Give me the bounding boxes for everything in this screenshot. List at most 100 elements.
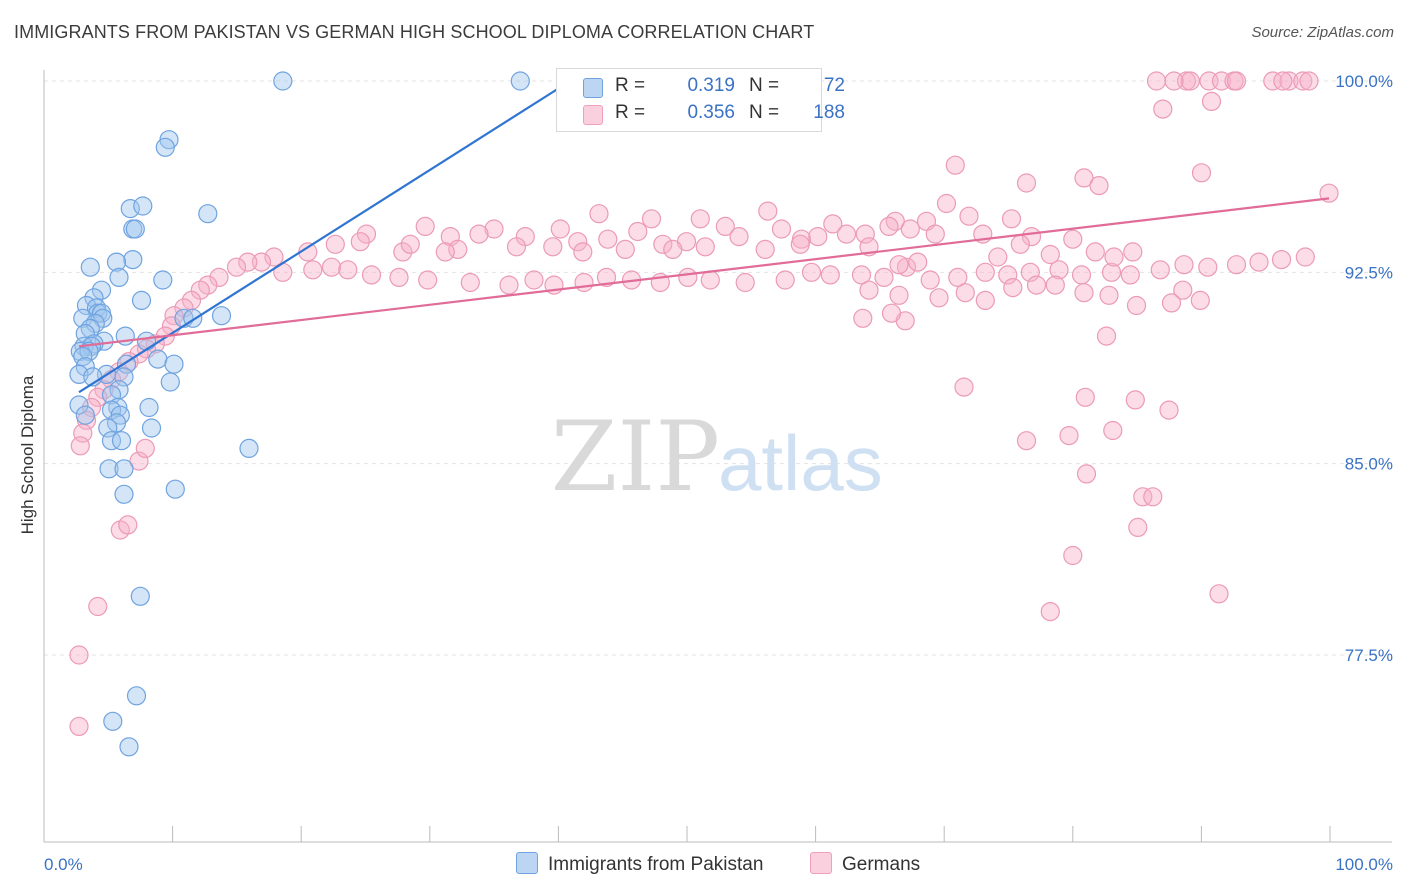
data-point-germans bbox=[1120, 265, 1140, 285]
data-point-germans bbox=[1016, 173, 1037, 193]
data-point-pakistan bbox=[103, 711, 123, 731]
data-point-germans bbox=[755, 239, 775, 259]
data-point-germans bbox=[135, 438, 155, 458]
chart-title: IMMIGRANTS FROM PAKISTAN VS GERMAN HIGH … bbox=[14, 22, 815, 42]
data-point-pakistan bbox=[211, 306, 232, 326]
legend-swatch-blue bbox=[583, 78, 603, 98]
data-point-pakistan bbox=[120, 199, 140, 219]
data-point-germans bbox=[460, 272, 480, 293]
data-point-germans bbox=[859, 280, 879, 300]
legend-n-value: 72 bbox=[823, 75, 845, 96]
data-point-germans bbox=[1146, 71, 1167, 91]
data-point-germans bbox=[70, 436, 90, 456]
data-point-pakistan bbox=[136, 331, 157, 351]
data-point-germans bbox=[1103, 420, 1123, 441]
legend-n-value: 188 bbox=[813, 102, 845, 123]
data-point-germans bbox=[853, 308, 873, 328]
data-point-pakistan bbox=[80, 257, 100, 277]
data-point-germans bbox=[69, 645, 89, 665]
data-point-pakistan bbox=[273, 71, 293, 91]
data-point-germans bbox=[1001, 209, 1022, 229]
stats-legend: R = 0.319 N = 72 R = 0.356 N = 188 bbox=[556, 68, 845, 132]
data-point-germans bbox=[1010, 234, 1030, 254]
data-point-germans bbox=[615, 239, 635, 259]
y-tick-label: 100.0% bbox=[1335, 72, 1393, 91]
data-point-germans bbox=[771, 219, 792, 239]
data-point-pakistan bbox=[73, 308, 93, 328]
data-point-germans bbox=[1143, 487, 1163, 507]
bottom-legend-swatch-blue bbox=[516, 852, 538, 874]
legend-r-value: 0.356 bbox=[687, 102, 735, 123]
data-point-pakistan bbox=[239, 438, 259, 458]
data-point-pakistan bbox=[101, 431, 122, 451]
data-point-germans bbox=[1198, 257, 1218, 277]
data-point-germans bbox=[775, 270, 795, 290]
data-point-pakistan bbox=[126, 686, 147, 706]
data-point-germans bbox=[88, 596, 108, 617]
data-point-germans bbox=[929, 288, 949, 308]
data-point-germans bbox=[1159, 400, 1179, 420]
data-point-germans bbox=[855, 224, 875, 244]
data-point-pakistan bbox=[109, 267, 129, 287]
data-point-germans bbox=[321, 257, 342, 277]
bottom-legend-blue: Immigrants from Pakistan bbox=[516, 852, 763, 876]
data-point-germans bbox=[715, 216, 735, 236]
data-point-pakistan bbox=[141, 418, 162, 438]
data-point-pakistan bbox=[510, 71, 530, 91]
data-point-germans bbox=[1293, 71, 1313, 91]
data-point-germans bbox=[881, 303, 902, 323]
data-point-germans bbox=[975, 290, 995, 310]
data-point-germans bbox=[1063, 545, 1083, 566]
data-point-pakistan bbox=[99, 459, 119, 479]
data-point-germans bbox=[1226, 255, 1247, 275]
bottom-legend-swatch-pink bbox=[810, 852, 832, 874]
data-point-germans bbox=[1150, 260, 1170, 280]
trend-lines bbox=[78, 80, 1330, 394]
legend-n-label: N = bbox=[749, 102, 780, 123]
data-point-germans bbox=[920, 270, 940, 290]
data-point-germans bbox=[1128, 517, 1148, 538]
data-point-germans bbox=[415, 216, 435, 236]
data-point-germans bbox=[959, 206, 979, 226]
data-point-germans bbox=[998, 265, 1018, 285]
data-point-germans bbox=[1101, 262, 1122, 282]
y-tick-label: 77.5% bbox=[1345, 646, 1393, 665]
data-point-germans bbox=[1209, 584, 1229, 604]
data-point-germans bbox=[1063, 229, 1083, 249]
data-point-germans bbox=[1126, 295, 1147, 316]
watermark-zip: ZIP bbox=[551, 401, 720, 513]
gridlines bbox=[44, 80, 1392, 656]
data-point-pakistan bbox=[79, 341, 99, 361]
data-point-germans bbox=[325, 234, 345, 254]
data-point-pakistan bbox=[153, 270, 173, 290]
tick-labels: 77.5% 85.0% 92.5% 100.0% 0.0% 100.0% bbox=[44, 72, 1393, 874]
data-point-pakistan bbox=[119, 737, 139, 757]
data-point-pakistan bbox=[101, 385, 122, 405]
data-point-pakistan bbox=[114, 367, 134, 387]
data-point-pakistan bbox=[160, 372, 180, 392]
data-point-germans bbox=[729, 227, 749, 247]
data-point-germans bbox=[1319, 183, 1339, 203]
data-point-germans bbox=[573, 242, 593, 262]
legend-r-label: R = bbox=[615, 102, 646, 123]
data-point-germans bbox=[1164, 71, 1184, 91]
trend-line-germans bbox=[78, 197, 1330, 348]
data-point-germans bbox=[663, 239, 683, 259]
data-point-pakistan bbox=[123, 250, 143, 270]
data-point-pakistan bbox=[91, 280, 112, 300]
data-point-germans bbox=[700, 270, 720, 290]
data-point-pakistan bbox=[75, 357, 95, 377]
data-point-germans bbox=[129, 451, 149, 471]
trend-line-pakistan bbox=[78, 80, 571, 394]
data-point-germans bbox=[653, 234, 673, 254]
data-point-pakistan bbox=[101, 400, 122, 420]
legend-r-label: R = bbox=[615, 75, 646, 96]
data-point-germans bbox=[975, 262, 995, 282]
data-point-germans bbox=[400, 234, 420, 254]
data-point-pakistan bbox=[111, 431, 132, 451]
data-point-germans bbox=[1016, 431, 1037, 451]
data-point-germans bbox=[1099, 285, 1119, 305]
data-point-germans bbox=[1026, 275, 1047, 295]
data-point-germans bbox=[598, 229, 618, 249]
data-point-germans bbox=[209, 267, 229, 287]
